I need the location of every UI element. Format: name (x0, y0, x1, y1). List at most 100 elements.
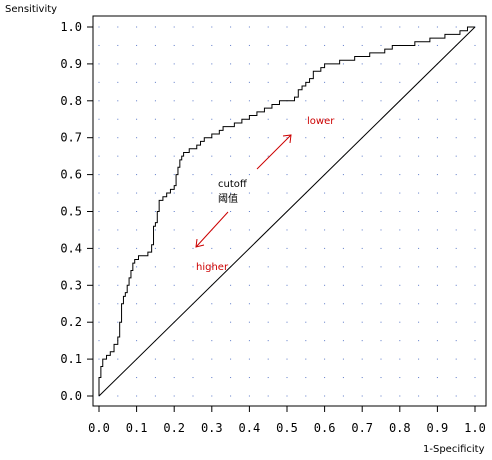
grid-dot (380, 211, 382, 212)
grid-dot (361, 174, 363, 176)
grid-dot (248, 284, 250, 286)
grid-dot (173, 340, 175, 342)
grid-dot (248, 229, 250, 231)
grid-dot (230, 284, 232, 286)
grid-dot (267, 340, 269, 342)
x-tick-label: 0.9 (427, 421, 449, 435)
grid-dot (117, 358, 119, 360)
grid-dot (380, 137, 382, 139)
grid-dot (286, 26, 288, 28)
grid-dot (418, 358, 420, 360)
x-tick-label: 0.7 (351, 421, 373, 435)
grid-dot (154, 247, 156, 249)
x-tick-label: 0.6 (314, 421, 336, 435)
grid-dot (436, 340, 438, 342)
grid-dot (286, 81, 288, 83)
grid-dot (418, 63, 420, 65)
reference-diagonal (98, 26, 476, 397)
grid-dot (136, 266, 138, 268)
grid-dot (211, 44, 213, 46)
grid-dot (399, 247, 401, 249)
grid-dot (324, 211, 326, 212)
grid-dot (305, 340, 307, 342)
grid-dot (399, 358, 401, 360)
grid-dot (418, 247, 420, 249)
grid-dot (436, 284, 438, 286)
roc-curve (98, 26, 475, 396)
grid-dot (211, 211, 213, 212)
grid-dot (173, 284, 175, 286)
grid-dot (455, 266, 457, 268)
grid-dot (267, 100, 269, 102)
grid-dot (117, 284, 119, 286)
grid-dot (192, 321, 194, 323)
grid-dot (211, 81, 213, 83)
grid-dot (211, 395, 213, 397)
grid-dot (474, 358, 476, 360)
grid-dot (117, 192, 119, 194)
grid-dot (286, 340, 288, 342)
grid-dot (455, 303, 457, 305)
grid-dot (305, 266, 307, 268)
grid-dot (455, 211, 457, 212)
grid-dot (154, 137, 156, 139)
grid-dot (211, 340, 213, 342)
grid-dot (474, 100, 476, 102)
grid-dot (324, 118, 326, 120)
grid-dot (286, 63, 288, 65)
grid-dot (342, 377, 344, 379)
annotation-cutoff-cn-label: 阈值 (218, 192, 238, 205)
grid-dot (136, 174, 138, 176)
grid-dot (248, 266, 250, 268)
grid-dot (267, 192, 269, 194)
grid-dot (399, 81, 401, 83)
grid-dot (324, 137, 326, 139)
grid-dot (436, 395, 438, 397)
grid (98, 26, 476, 397)
grid-dot (211, 63, 213, 65)
grid-dot (211, 247, 213, 249)
grid-dot (305, 395, 307, 397)
grid-dot (173, 155, 175, 157)
grid-dot (248, 192, 250, 194)
grid-dot (286, 192, 288, 194)
grid-dot (248, 211, 250, 212)
grid-dot (154, 321, 156, 323)
grid-dot (436, 26, 438, 28)
grid-dot (361, 192, 363, 194)
grid-dot (230, 395, 232, 397)
grid-dot (267, 358, 269, 360)
grid-dot (455, 100, 457, 102)
grid-dot (474, 44, 476, 46)
grid-dot (192, 100, 194, 102)
grid-dot (230, 44, 232, 46)
grid-dot (474, 247, 476, 249)
grid-dot (399, 303, 401, 305)
grid-dot (267, 155, 269, 157)
grid-dot (136, 155, 138, 157)
grid-dot (136, 44, 138, 46)
grid-dot (230, 377, 232, 379)
grid-dot (98, 247, 100, 249)
grid-dot (418, 100, 420, 102)
grid-dot (455, 340, 457, 342)
grid-dot (98, 266, 100, 268)
grid-dot (117, 63, 119, 65)
grid-dot (418, 266, 420, 268)
y-tick-label: 0.6 (60, 168, 82, 182)
grid-dot (117, 155, 119, 157)
grid-dot (305, 247, 307, 249)
x-tick-label: 0.2 (163, 421, 185, 435)
x-tick-label: 0.0 (88, 421, 110, 435)
grid-dot (211, 118, 213, 120)
arrow-up-right-head-icon (282, 134, 292, 144)
grid-dot (248, 321, 250, 323)
grid-dot (154, 284, 156, 286)
grid-dot (230, 26, 232, 28)
grid-dot (380, 192, 382, 194)
grid-dot (98, 100, 100, 102)
grid-dot (98, 81, 100, 83)
grid-dot (474, 340, 476, 342)
grid-dot (230, 358, 232, 360)
grid-dot (324, 340, 326, 342)
